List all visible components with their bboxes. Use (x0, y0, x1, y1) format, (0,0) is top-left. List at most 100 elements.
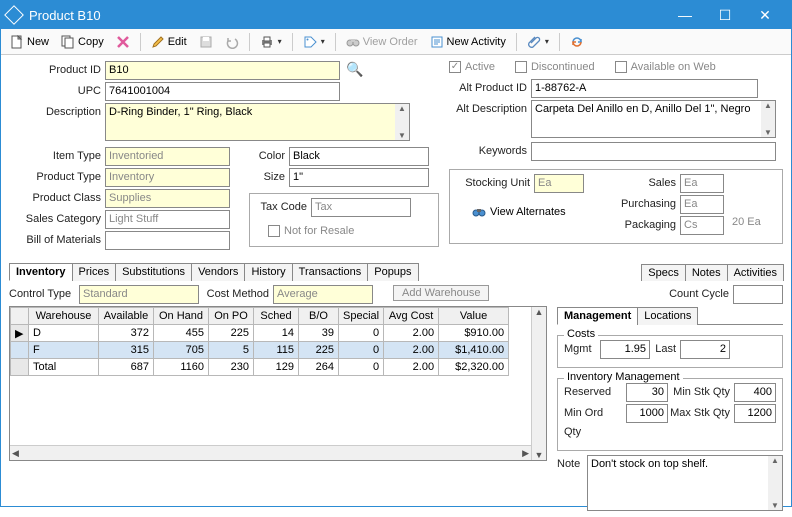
maximize-button[interactable]: ☐ (705, 7, 745, 24)
color-input[interactable]: Black (289, 147, 429, 166)
last-input[interactable]: 2 (680, 340, 730, 359)
edit-label: Edit (168, 36, 187, 48)
new-activity-button[interactable]: New Activity (425, 32, 511, 52)
label-item-type: Item Type (9, 147, 105, 166)
col-available[interactable]: Available (99, 308, 154, 325)
product-id-input[interactable]: B10 (105, 61, 340, 80)
reserved-input[interactable]: 30 (626, 383, 668, 402)
packaging-unit-input[interactable]: Cs (680, 216, 724, 235)
purchasing-unit-input[interactable]: Ea (680, 195, 724, 214)
sales-unit-input[interactable]: Ea (680, 174, 724, 193)
edit-button[interactable]: Edit (146, 32, 192, 52)
refresh-icon (570, 35, 584, 49)
scroll-down-icon[interactable]: ▼ (398, 131, 406, 140)
stocking-unit-input[interactable]: Ea (534, 174, 584, 193)
table-row[interactable]: ▶D372455225143902.00$910.00 (11, 325, 509, 342)
description-input[interactable]: D-Ring Binder, 1" Ring, Black (105, 103, 410, 141)
tab-history[interactable]: History (244, 263, 292, 281)
scroll-right-icon[interactable]: ▶ (522, 448, 529, 459)
col-sched[interactable]: Sched (254, 308, 299, 325)
label-note: Note (557, 455, 587, 474)
col-on-hand[interactable]: On Hand (154, 308, 209, 325)
tab-substitutions[interactable]: Substitutions (115, 263, 192, 281)
control-type-input[interactable]: Standard (79, 285, 199, 304)
scroll-up-icon[interactable]: ▲ (764, 101, 772, 110)
product-class-input[interactable]: Supplies (105, 189, 230, 208)
tab-prices[interactable]: Prices (72, 263, 117, 281)
tab-specs[interactable]: Specs (641, 264, 686, 281)
tab-vendors[interactable]: Vendors (191, 263, 245, 281)
count-cycle-input[interactable] (733, 285, 783, 304)
scroll-up-icon[interactable]: ▲ (398, 104, 406, 113)
save-button[interactable] (194, 32, 218, 52)
mgmt-input[interactable]: 1.95 (600, 340, 650, 359)
refresh-button[interactable] (565, 32, 589, 52)
view-alternates-link[interactable]: View Alternates (472, 205, 616, 219)
col-special[interactable]: Special (339, 308, 384, 325)
max-stk-input[interactable]: 1200 (734, 404, 776, 423)
attach-button[interactable]: ▾ (522, 32, 554, 52)
tax-code-input[interactable]: Tax (311, 198, 411, 217)
scroll-down-icon[interactable]: ▼ (764, 128, 772, 137)
cost-method-input[interactable]: Average (273, 285, 373, 304)
tab-inventory[interactable]: Inventory (9, 263, 73, 281)
active-checkbox[interactable]: ✓Active (449, 61, 495, 73)
col-on-po[interactable]: On PO (209, 308, 254, 325)
tab-management[interactable]: Management (557, 307, 638, 325)
sales-category-input[interactable]: Light Stuff (105, 210, 230, 229)
add-warehouse-button[interactable]: Add Warehouse (393, 285, 489, 301)
print-button[interactable]: ▾ (255, 32, 287, 52)
copy-button[interactable]: Copy (56, 32, 109, 52)
min-stk-input[interactable]: 400 (734, 383, 776, 402)
close-button[interactable]: ✕ (745, 7, 785, 24)
not-for-resale-checkbox[interactable]: Not for Resale (268, 225, 354, 237)
tab-locations[interactable]: Locations (637, 307, 698, 325)
tab-activities[interactable]: Activities (727, 264, 784, 281)
col-value[interactable]: Value (439, 308, 509, 325)
bom-input[interactable] (105, 231, 230, 250)
group-inv-mgmt: Inventory Management (564, 371, 683, 383)
scroll-down-icon[interactable]: ▼ (771, 501, 779, 510)
table-row[interactable]: Total687116023012926402.00$2,320.00 (11, 359, 509, 376)
new-button[interactable]: New (5, 32, 54, 52)
tag-button[interactable]: ▾ (298, 32, 330, 52)
note-input[interactable]: Don't stock on top shelf. (587, 455, 783, 511)
scroll-up-icon[interactable]: ▲ (535, 307, 544, 317)
product-type-input[interactable]: Inventory (105, 168, 230, 187)
available-web-checkbox[interactable]: Available on Web (615, 61, 716, 73)
label-packaging-unit: Packaging (616, 216, 680, 235)
col-warehouse[interactable]: Warehouse (29, 308, 99, 325)
col-avg-cost[interactable]: Avg Cost (384, 308, 439, 325)
label-min-ord: Min Ord Qty (564, 404, 626, 442)
inventory-grid[interactable]: WarehouseAvailableOn HandOn POSchedB/OSp… (10, 307, 509, 376)
tab-notes[interactable]: Notes (685, 264, 728, 281)
tab-transactions[interactable]: Transactions (292, 263, 369, 281)
label-reserved: Reserved (564, 383, 626, 402)
x-icon (116, 35, 130, 49)
size-input[interactable]: 1" (289, 168, 429, 187)
minimize-button[interactable]: — (665, 7, 705, 23)
keywords-input[interactable] (531, 142, 776, 161)
scroll-down-icon[interactable]: ▼ (535, 450, 544, 460)
upc-input[interactable]: 7641001004 (105, 82, 340, 101)
view-order-button[interactable]: View Order (341, 32, 423, 52)
scroll-up-icon[interactable]: ▲ (771, 456, 779, 465)
label-sales-category: Sales Category (9, 210, 105, 229)
label-size: Size (249, 168, 289, 187)
label-bom: Bill of Materials (9, 231, 105, 250)
item-type-input[interactable]: Inventoried (105, 147, 230, 166)
label-product-id: Product ID (9, 61, 105, 80)
undo-button[interactable] (220, 32, 244, 52)
table-row[interactable]: F315705511522502.00$1,410.00 (11, 342, 509, 359)
discontinued-checkbox[interactable]: Discontinued (515, 61, 595, 73)
alt-description-input[interactable]: Carpeta Del Anillo en D, Anillo Del 1", … (531, 100, 776, 138)
tab-popups[interactable]: Popups (367, 263, 418, 281)
delete-button[interactable] (111, 32, 135, 52)
label-mgmt: Mgmt (564, 340, 600, 359)
search-icon[interactable]: 🔍 (346, 61, 363, 78)
scroll-left-icon[interactable]: ◀ (12, 448, 19, 459)
col-b/o[interactable]: B/O (299, 308, 339, 325)
alt-product-id-input[interactable]: 1-88762-A (531, 79, 758, 98)
label-purchasing-unit: Purchasing (616, 195, 680, 214)
min-ord-input[interactable]: 1000 (626, 404, 668, 423)
